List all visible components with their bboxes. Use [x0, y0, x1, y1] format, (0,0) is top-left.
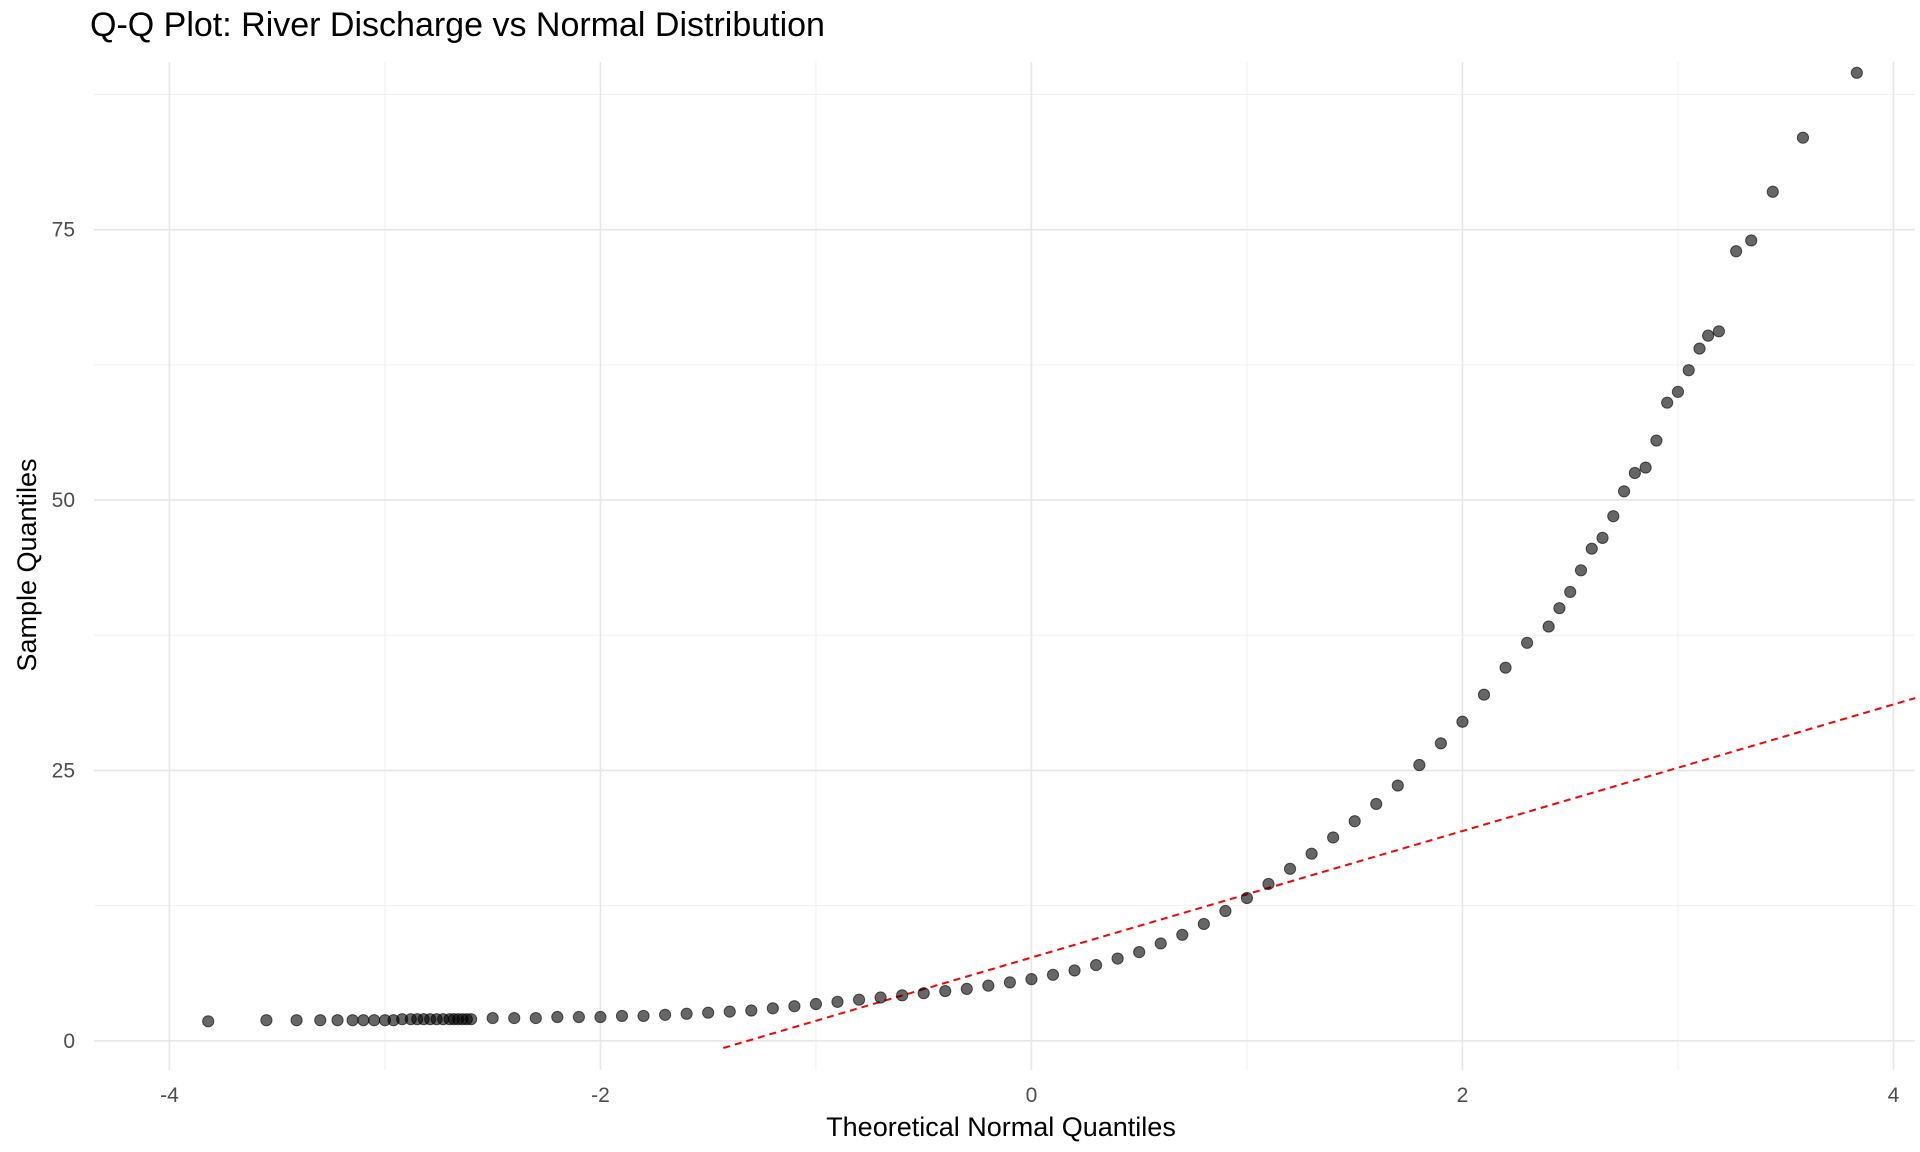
sample-point [1003, 976, 1016, 989]
x-tick-label: 0 [1026, 1084, 1038, 1107]
x-axis-ticks: -4 -2 0 2 4 [160, 1084, 1900, 1107]
sample-point [1542, 620, 1555, 633]
sample-point [1477, 688, 1491, 701]
sample-point [1068, 964, 1081, 977]
sample-point [1553, 602, 1566, 615]
sample-point [874, 991, 887, 1004]
sample-point [917, 987, 930, 1000]
sample-point [1434, 737, 1447, 750]
sample-point [346, 1014, 359, 1027]
y-axis-title: Sample Quantiles [12, 458, 42, 671]
sample-point [1197, 917, 1210, 931]
sample-point [1617, 485, 1631, 498]
sample-point [1089, 958, 1103, 972]
sample-point [1693, 342, 1706, 355]
sample-point [1413, 758, 1426, 772]
sample-point [1639, 461, 1652, 474]
sample-point [809, 997, 823, 1011]
sample-point [852, 993, 866, 1006]
sample-point [745, 1004, 758, 1017]
x-tick-label: 4 [1888, 1084, 1900, 1107]
sample-point [1283, 862, 1297, 875]
sample-point [637, 1009, 650, 1023]
sample-point [766, 1002, 779, 1015]
sample-point [1564, 585, 1577, 599]
sample-point [831, 995, 844, 1008]
x-tick-label: -2 [591, 1084, 610, 1107]
sample-point [1456, 715, 1469, 728]
sample-point [1745, 234, 1758, 247]
sample-point [615, 1009, 629, 1023]
sample-point [1796, 131, 1810, 144]
sample-point [1154, 937, 1167, 950]
sample-point [1111, 952, 1124, 965]
sample-point [1766, 185, 1779, 198]
sample-point [939, 984, 952, 998]
sample-point [1370, 797, 1383, 811]
sample-point [1850, 66, 1863, 79]
y-tick-label: 75 [52, 219, 75, 242]
sample-point [1607, 510, 1620, 523]
x-tick-label: -4 [160, 1084, 179, 1107]
sample-point [290, 1014, 303, 1027]
sample-point [465, 1013, 478, 1026]
sample-point [368, 1014, 381, 1027]
sample-point [1240, 891, 1254, 905]
sample-point [529, 1011, 542, 1025]
major-gridlines [94, 62, 1915, 1070]
sample-point [1133, 946, 1146, 959]
sample-point [1596, 531, 1609, 544]
sample-point [1499, 661, 1512, 674]
y-tick-label: 25 [52, 759, 75, 782]
sample-point [680, 1007, 693, 1020]
sample-point [1520, 636, 1534, 649]
sample-point [1712, 325, 1725, 338]
sample-point [1327, 831, 1340, 844]
sample-point [1585, 542, 1598, 555]
sample-point [1661, 396, 1674, 409]
sample-point [202, 1015, 215, 1028]
sample-point [572, 1010, 585, 1024]
chart-title: Q-Q Plot: River Discharge vs Normal Dist… [90, 6, 825, 44]
sample-point [1046, 968, 1060, 981]
sample-point [723, 1005, 736, 1018]
sample-point [1702, 329, 1715, 342]
sample-point [658, 1008, 672, 1021]
sample-point [982, 979, 995, 992]
sample-point [1348, 815, 1361, 828]
sample-point [1176, 928, 1189, 941]
sample-point [1650, 434, 1663, 447]
x-axis-title: Theoretical Normal Quantiles [826, 1112, 1176, 1142]
sample-point [314, 1014, 327, 1027]
sample-point [260, 1014, 273, 1027]
y-tick-label: 0 [63, 1030, 75, 1053]
sample-points [202, 66, 1863, 1028]
sample-point [1025, 973, 1038, 986]
y-axis-ticks: 0 25 50 75 [52, 219, 75, 1053]
sample-point [896, 989, 909, 1002]
sample-point [788, 1000, 801, 1013]
sample-point [1671, 385, 1685, 398]
sample-point [1305, 847, 1318, 860]
sample-point [1628, 466, 1641, 480]
sample-point [702, 1006, 715, 1019]
sample-point [1262, 877, 1275, 891]
minor-gridlines [94, 62, 1915, 1070]
y-tick-label: 50 [52, 489, 75, 512]
sample-point [1682, 364, 1695, 377]
sample-point [1391, 779, 1404, 792]
sample-point [357, 1014, 370, 1027]
sample-point [960, 982, 973, 995]
sample-point [594, 1010, 607, 1024]
sample-point [331, 1014, 344, 1027]
sample-point [1219, 904, 1232, 918]
sample-point [508, 1011, 521, 1025]
sample-point [1574, 564, 1588, 577]
x-tick-label: 2 [1457, 1084, 1469, 1107]
sample-point [551, 1010, 564, 1024]
sample-point [1730, 245, 1743, 258]
sample-point [486, 1011, 499, 1025]
